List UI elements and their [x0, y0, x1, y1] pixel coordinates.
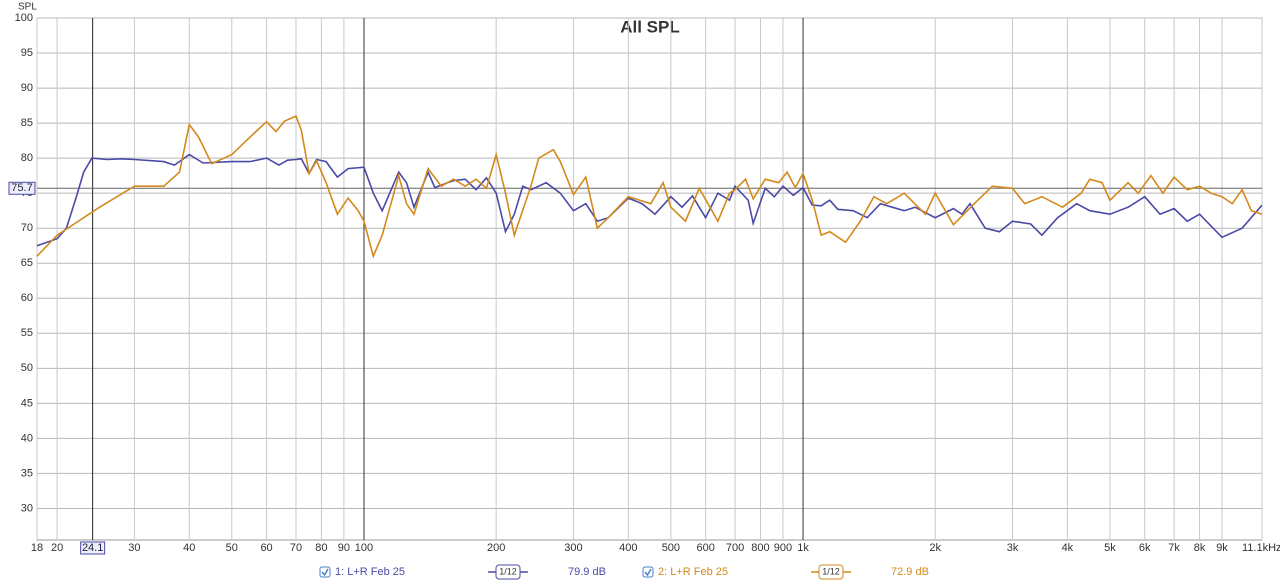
y-tick-label: 95 — [21, 47, 33, 59]
x-tick-label: 20 — [51, 542, 63, 554]
y-tick-label: 60 — [21, 292, 33, 304]
x-tick-label: 700 — [726, 542, 744, 554]
y-tick-label: 65 — [21, 257, 33, 269]
y-tick-label: 40 — [21, 432, 33, 444]
x-tick-label: 70 — [290, 542, 302, 554]
x-tick-label: 40 — [183, 542, 195, 554]
y-tick-label: 45 — [21, 397, 33, 409]
x-tick-label: 400 — [619, 542, 637, 554]
x-tick-label: 5k — [1104, 542, 1116, 554]
x-tick-label: 900 — [774, 542, 792, 554]
y-axis-label: SPL — [18, 2, 37, 13]
smoothing-label: 1/12 — [822, 566, 840, 576]
x-tick-label: 30 — [128, 542, 140, 554]
legend-label: 1: L+R Feb 25 — [335, 566, 405, 578]
x-tick-label: 11.1kHz — [1242, 542, 1280, 554]
x-tick-label: 600 — [696, 542, 714, 554]
smoothing-box — [495, 564, 521, 580]
chart-title: All SPL — [620, 17, 680, 36]
x-tick-label: 90 — [338, 542, 350, 554]
x-tick-label: 80 — [315, 542, 327, 554]
x-tick-label: 2k — [929, 542, 941, 554]
legend-entry: 2: L+R Feb 25 1/12 72.9 dB — [642, 564, 929, 580]
y-tick-label: 50 — [21, 362, 33, 374]
cursor-box — [80, 541, 106, 555]
plot-area — [36, 17, 1263, 541]
x-tick-label: 100 — [355, 542, 373, 554]
cursor-x-label: 24.1 — [82, 542, 103, 554]
x-tick-label: 200 — [487, 542, 505, 554]
x-tick-label: 1k — [797, 542, 809, 554]
x-tick-label: 4k — [1062, 542, 1074, 554]
legend-readout: 72.9 dB — [891, 566, 929, 578]
series-line — [36, 115, 1263, 259]
x-tick-label: 9k — [1216, 542, 1228, 554]
y-tick-label: 30 — [21, 502, 33, 514]
legend-label: 2: L+R Feb 25 — [658, 566, 728, 578]
cursor-y-label: 75.7 — [11, 182, 32, 194]
x-tick-label: 3k — [1007, 542, 1019, 554]
x-tick-label: 50 — [226, 542, 238, 554]
x-tick-label: 8k — [1194, 542, 1206, 554]
x-tick-label: 6k — [1139, 542, 1151, 554]
x-tick-label: 7k — [1168, 542, 1180, 554]
x-tick-label: 18 — [31, 542, 43, 554]
x-tick-label: 60 — [260, 542, 272, 554]
y-tick-label: 90 — [21, 82, 33, 94]
legend-readout: 79.9 dB — [568, 566, 606, 578]
cursor-box — [8, 181, 36, 195]
legend-check — [321, 568, 329, 577]
y-tick-label: 35 — [21, 467, 33, 479]
y-tick-label: 85 — [21, 117, 33, 129]
x-tick-label: 300 — [564, 542, 582, 554]
y-tick-label: 70 — [21, 222, 33, 234]
y-tick-label: 55 — [21, 327, 33, 339]
smoothing-box — [818, 564, 844, 580]
y-tick-label: 100 — [15, 12, 33, 24]
x-tick-label: 500 — [662, 542, 680, 554]
smoothing-label: 1/12 — [499, 566, 517, 576]
legend-check — [644, 568, 652, 577]
x-tick-label: 800 — [751, 542, 769, 554]
y-tick-label: 80 — [21, 152, 33, 164]
legend-entry: 1: L+R Feb 25 1/12 79.9 dB — [319, 564, 606, 580]
